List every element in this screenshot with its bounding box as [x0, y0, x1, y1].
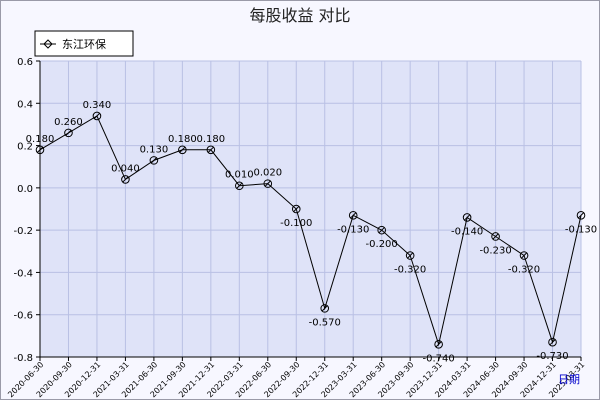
y-tick-label: 0.6 — [17, 57, 33, 68]
data-point — [576, 211, 586, 220]
data-point-slash — [150, 157, 157, 164]
legend-label: 东江环保 — [62, 37, 106, 51]
data-point-slash — [122, 176, 129, 183]
data-point — [434, 340, 443, 349]
data-label: 0.020 — [253, 168, 282, 179]
y-tick-label: -0.2 — [13, 226, 33, 237]
data-point — [548, 337, 557, 347]
data-point-slash — [293, 206, 300, 212]
data-point — [121, 175, 130, 184]
series-line — [39, 115, 582, 347]
x-axis-label: 日期 — [558, 373, 580, 386]
data-label: -0.140 — [451, 226, 483, 237]
data-label: -0.730 — [536, 351, 568, 362]
data-point-slash — [321, 305, 328, 312]
y-tick-label: -0.6 — [13, 311, 33, 322]
data-label: -0.320 — [508, 265, 540, 276]
data-point — [491, 232, 500, 241]
data-point-slash — [521, 252, 528, 259]
data-point-slash — [37, 146, 43, 153]
data-point — [64, 128, 73, 138]
legend-marker-icon — [43, 39, 53, 49]
data-point — [519, 251, 529, 260]
data-point — [235, 181, 244, 191]
data-point — [206, 145, 216, 155]
data-point-slash — [264, 180, 271, 187]
chart-title: 每股收益 对比 — [249, 6, 350, 25]
data-label: -0.100 — [280, 218, 312, 229]
data-label: 0.340 — [83, 100, 112, 111]
data-point — [291, 204, 301, 214]
y-tick-label: -0.4 — [13, 268, 33, 279]
data-label: 0.180 — [168, 134, 197, 145]
data-label: -0.570 — [309, 317, 341, 328]
data-label: 0.260 — [54, 117, 83, 128]
data-label: 0.040 — [111, 163, 140, 174]
data-point-slash — [65, 129, 72, 136]
data-point — [348, 211, 358, 220]
y-tick-label: 0.2 — [17, 142, 33, 153]
y-tick-label: 0.4 — [17, 99, 33, 110]
data-label: -0.320 — [394, 265, 426, 276]
data-point — [35, 145, 45, 155]
data-label: 0.180 — [26, 134, 55, 145]
data-label: -0.130 — [337, 224, 369, 235]
data-label: 0.010 — [225, 170, 254, 181]
data-point-slash — [93, 113, 100, 119]
data-point — [462, 213, 472, 222]
data-point-slash — [236, 182, 243, 189]
data-point — [263, 179, 273, 188]
data-point-slash — [179, 146, 186, 153]
data-point — [92, 111, 102, 121]
data-point-slash — [350, 212, 357, 219]
data-label: 0.130 — [140, 144, 169, 155]
data-point-slash — [378, 227, 385, 234]
y-axis: 0.6 0.4 0.2 0.0 -0.2 -0.4 -0.6 -0.8 — [13, 57, 41, 364]
data-point — [149, 156, 159, 165]
legend: 东江环保 — [34, 30, 134, 57]
data-point-slash — [549, 339, 556, 346]
y-tick-label: 0.0 — [17, 184, 33, 195]
data-point-slash — [435, 341, 442, 348]
data-point-slash — [492, 233, 499, 240]
data-point-slash — [407, 252, 414, 259]
data-point-slash — [207, 146, 214, 153]
data-point-slash — [464, 214, 471, 221]
data-point — [178, 145, 187, 155]
data-point — [377, 225, 386, 235]
data-point — [320, 304, 330, 313]
data-label: -0.130 — [565, 224, 597, 235]
data-label: -0.740 — [423, 353, 455, 364]
data-point — [405, 251, 415, 260]
data-label: -0.200 — [366, 239, 398, 250]
y-tick-label: -0.8 — [13, 353, 33, 364]
data-point-slash — [578, 212, 584, 219]
data-label: 0.180 — [197, 134, 226, 145]
plot-area — [40, 61, 581, 357]
data-label: -0.230 — [479, 245, 511, 256]
x-axis: 2020-06-302020-09-302020-12-312021-03-31… — [6, 356, 586, 399]
